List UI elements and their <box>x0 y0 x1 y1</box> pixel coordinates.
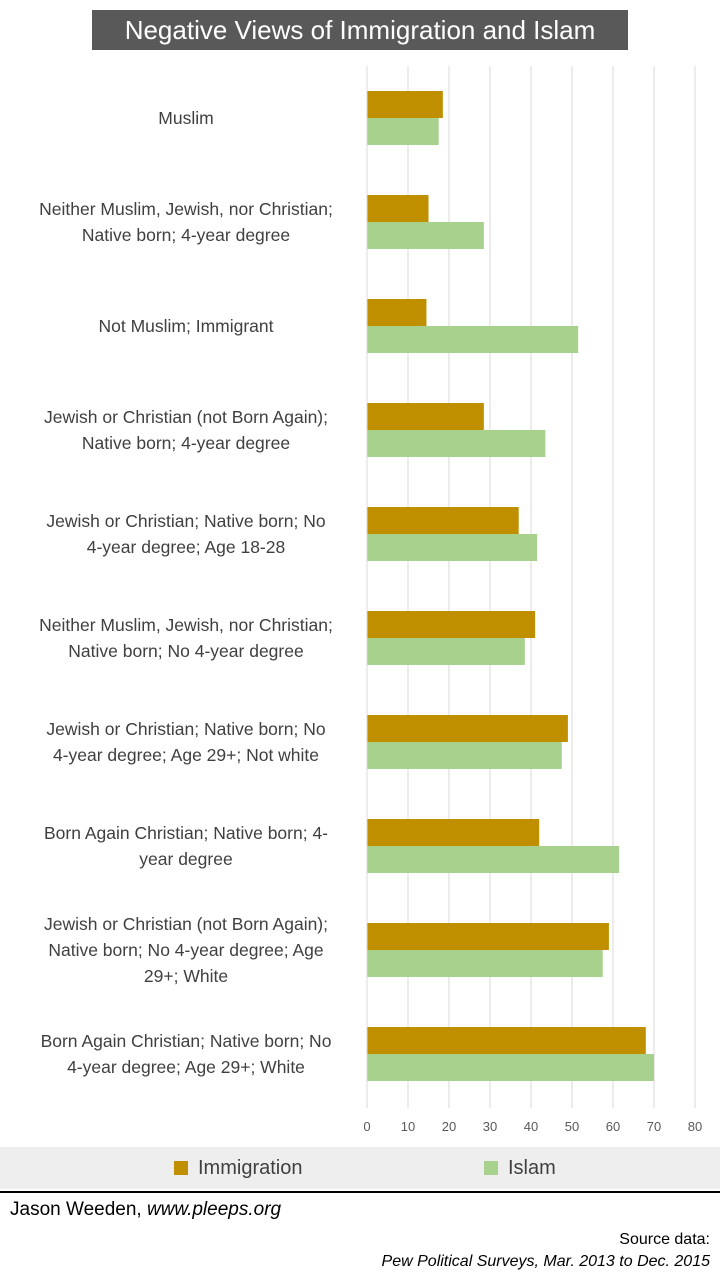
category-label-5-line-0: Neither Muslim, Jewish, nor Christian; <box>39 615 333 635</box>
legend: Immigration Islam <box>0 1147 720 1189</box>
bar-islam-7 <box>367 846 620 873</box>
x-tick-label-20: 20 <box>442 1119 456 1134</box>
category-label-1-line-0: Neither Muslim, Jewish, nor Christian; <box>39 199 333 219</box>
bar-islam-0 <box>367 118 439 145</box>
category-label-7-line-1: year degree <box>139 849 232 869</box>
bar-immigration-2 <box>367 299 427 326</box>
bar-immigration-6 <box>367 715 568 742</box>
bar-immigration-7 <box>367 819 540 846</box>
bar-islam-6 <box>367 742 562 769</box>
category-label-5-line-1: Native born; No 4-year degree <box>68 641 303 661</box>
x-tick-label-10: 10 <box>401 1119 415 1134</box>
category-label-4-line-0: Jewish or Christian; Native born; No <box>46 511 325 531</box>
category-label-0-line-0: Muslim <box>158 108 213 128</box>
bar-islam-5 <box>367 638 525 665</box>
category-label-6-line-1: 4-year degree; Age 29+; Not white <box>53 745 319 765</box>
author-name: Jason Weeden, <box>10 1199 142 1220</box>
website-link[interactable]: www.pleeps.org <box>146 1199 282 1220</box>
legend-label-islam: Islam <box>508 1157 556 1179</box>
x-tick-label-30: 30 <box>483 1119 497 1134</box>
legend-label-immigration: Immigration <box>198 1157 303 1179</box>
legend-swatch-islam <box>484 1161 498 1175</box>
x-tick-label-50: 50 <box>565 1119 579 1134</box>
bar-immigration-4 <box>367 507 519 534</box>
x-tick-label-70: 70 <box>647 1119 661 1134</box>
category-label-7-line-0: Born Again Christian; Native born; 4- <box>44 823 328 843</box>
bar-islam-4 <box>367 534 538 561</box>
bar-immigration-9 <box>367 1027 646 1054</box>
bar-immigration-0 <box>367 91 443 118</box>
category-label-1-line-1: Native born; 4-year degree <box>82 225 290 245</box>
category-label-8-line-2: 29+; White <box>144 966 228 986</box>
bar-immigration-5 <box>367 611 536 638</box>
x-tick-label-40: 40 <box>524 1119 538 1134</box>
category-label-9-line-0: Born Again Christian; Native born; No <box>41 1031 332 1051</box>
category-label-6-line-0: Jewish or Christian; Native born; No <box>46 719 325 739</box>
bar-islam-1 <box>367 222 484 249</box>
author-credit: Jason Weeden, www.pleeps.org <box>10 1199 281 1221</box>
bar-islam-2 <box>367 326 579 353</box>
footer: Jason Weeden, www.pleeps.org Source data… <box>0 1191 720 1280</box>
category-label-9-line-1: 4-year degree; Age 29+; White <box>67 1057 305 1077</box>
bar-immigration-3 <box>367 403 484 430</box>
bar-immigration-8 <box>367 923 609 950</box>
category-label-8-line-0: Jewish or Christian (not Born Again); <box>44 914 328 934</box>
legend-swatch-immigration <box>174 1161 188 1175</box>
category-label-4-line-1: 4-year degree; Age 18-28 <box>87 537 285 557</box>
bar-islam-3 <box>367 430 546 457</box>
bar-immigration-1 <box>367 195 429 222</box>
bar-chart: Muslim Neither Muslim, Jewish, nor Christ… <box>39 66 702 1134</box>
x-tick-label-80: 80 <box>688 1119 702 1134</box>
source-text: Pew Political Surveys, Mar. 2013 to Dec.… <box>381 1253 710 1270</box>
x-tick-label-60: 60 <box>606 1119 620 1134</box>
bar-islam-8 <box>367 950 603 977</box>
category-label-8-line-1: Native born; No 4-year degree; Age <box>48 940 323 960</box>
x-tick-label-0: 0 <box>363 1119 370 1134</box>
source-label: Source data: <box>619 1231 710 1248</box>
legend-item-immigration: Immigration <box>174 1147 302 1189</box>
chart-title: Negative Views of Immigration and Islam <box>92 10 628 50</box>
category-label-3-line-0: Jewish or Christian (not Born Again); <box>44 407 328 427</box>
bar-islam-9 <box>367 1054 654 1081</box>
category-label-3-line-1: Native born; 4-year degree <box>82 433 290 453</box>
legend-item-islam: Islam <box>484 1147 556 1189</box>
category-label-2-line-0: Not Muslim; Immigrant <box>98 316 273 336</box>
